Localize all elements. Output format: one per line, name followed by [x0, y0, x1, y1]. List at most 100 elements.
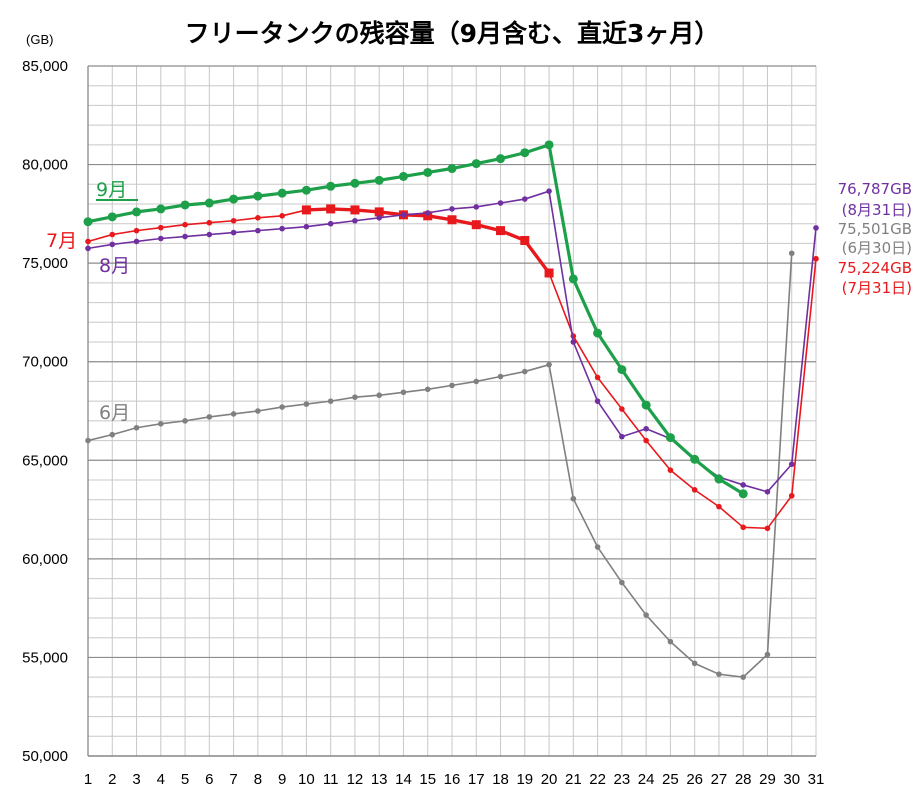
data-point-square: [326, 204, 336, 214]
series-group: [83, 140, 819, 680]
y-tick-label: 85,000: [22, 58, 68, 75]
data-point: [374, 175, 384, 185]
data-point-square: [350, 205, 360, 215]
data-point: [764, 489, 771, 495]
y-tick-label: 70,000: [22, 354, 68, 371]
x-tick-label: 12: [347, 771, 364, 788]
x-tick-label: 2: [108, 771, 116, 788]
series-label-jul: 7月: [46, 230, 77, 252]
data-point: [593, 328, 603, 338]
data-point: [738, 489, 748, 499]
data-point: [230, 229, 237, 236]
chart-title: フリータンクの残容量（9月含む、直近3ヶ月）: [185, 19, 720, 48]
x-tick-label: 23: [614, 771, 631, 788]
data-point-square: [496, 226, 506, 236]
data-point: [279, 213, 285, 219]
x-tick-label: 21: [565, 771, 582, 788]
data-point: [352, 394, 358, 401]
data-point: [255, 215, 261, 221]
data-point: [667, 467, 674, 473]
x-tick-label: 24: [638, 771, 655, 788]
data-point: [158, 421, 164, 427]
data-point: [303, 401, 310, 407]
x-tick-label: 31: [808, 771, 825, 788]
data-point: [277, 188, 287, 198]
x-tick-label: 8: [254, 771, 262, 788]
data-point: [619, 433, 625, 440]
x-tick-label: 26: [686, 771, 703, 788]
data-point: [643, 612, 649, 618]
data-point: [133, 238, 140, 245]
data-point: [643, 437, 649, 444]
data-point: [327, 398, 334, 404]
data-point-square: [520, 235, 530, 245]
data-point: [716, 671, 722, 677]
data-point: [496, 154, 506, 164]
data-point: [279, 404, 285, 410]
data-point: [447, 164, 457, 174]
data-point: [424, 210, 431, 216]
data-point: [182, 233, 188, 240]
label-group: 9月 7月 8月 6月 76,787GB (8月31日) 75,501GB (6…: [46, 179, 912, 424]
jul-end-date: (7月31日): [842, 279, 912, 297]
data-point: [156, 204, 166, 214]
data-point: [158, 224, 164, 231]
series-label-sep: 9月: [96, 179, 127, 201]
jun-end-date: (6月30日): [842, 239, 912, 257]
data-point-square: [423, 211, 433, 221]
data-point: [424, 386, 431, 393]
y-tick-label: 50,000: [22, 748, 68, 765]
data-point: [158, 235, 164, 242]
series-line: [87, 253, 793, 678]
data-point: [546, 361, 552, 368]
x-tick-label: 14: [395, 771, 412, 788]
data-point: [473, 204, 480, 210]
x-tick-label: 25: [662, 771, 679, 788]
data-point: [204, 198, 214, 208]
data-point: [255, 408, 261, 414]
aug-end-date: (8月31日): [842, 201, 912, 219]
data-point: [133, 424, 140, 431]
data-point: [303, 223, 310, 230]
x-tick-label: 28: [735, 771, 752, 788]
data-point: [423, 167, 433, 177]
data-point: [206, 231, 213, 238]
data-point: [301, 185, 311, 195]
data-point: [85, 238, 91, 245]
data-point: [740, 482, 746, 488]
data-point: [398, 171, 408, 181]
data-point: [691, 487, 698, 493]
data-point: [206, 414, 213, 420]
data-point: [643, 425, 649, 432]
data-point-square: [544, 268, 554, 278]
data-point: [182, 221, 188, 228]
data-point: [665, 433, 675, 443]
data-point: [570, 339, 577, 345]
series-label-aug: 8月: [99, 255, 130, 277]
x-tick-label: 11: [323, 771, 339, 788]
x-tick-label: 13: [371, 771, 388, 788]
data-point: [449, 382, 455, 389]
data-point: [253, 191, 263, 201]
data-point: [326, 181, 336, 191]
axes: 50,000 55,000 60,000 65,000 70,000 75,000 80,0…: [22, 58, 824, 788]
data-point: [473, 378, 480, 385]
data-point: [327, 220, 334, 227]
series-line-group: [85, 250, 795, 680]
y-axis-unit: (GB): [26, 32, 53, 47]
y-tick-label: 65,000: [22, 452, 68, 469]
data-point: [497, 200, 504, 206]
data-point: [279, 225, 285, 232]
data-point: [667, 638, 674, 645]
x-tick-label: 6: [205, 771, 213, 788]
x-tick-label: 29: [759, 771, 776, 788]
data-point: [206, 219, 213, 226]
x-tick-label: 15: [419, 771, 436, 788]
data-point: [85, 245, 91, 252]
data-point: [376, 215, 383, 221]
data-point: [740, 524, 746, 531]
y-tick-label: 55,000: [22, 649, 68, 666]
data-point: [788, 461, 795, 468]
data-point: [690, 454, 700, 464]
